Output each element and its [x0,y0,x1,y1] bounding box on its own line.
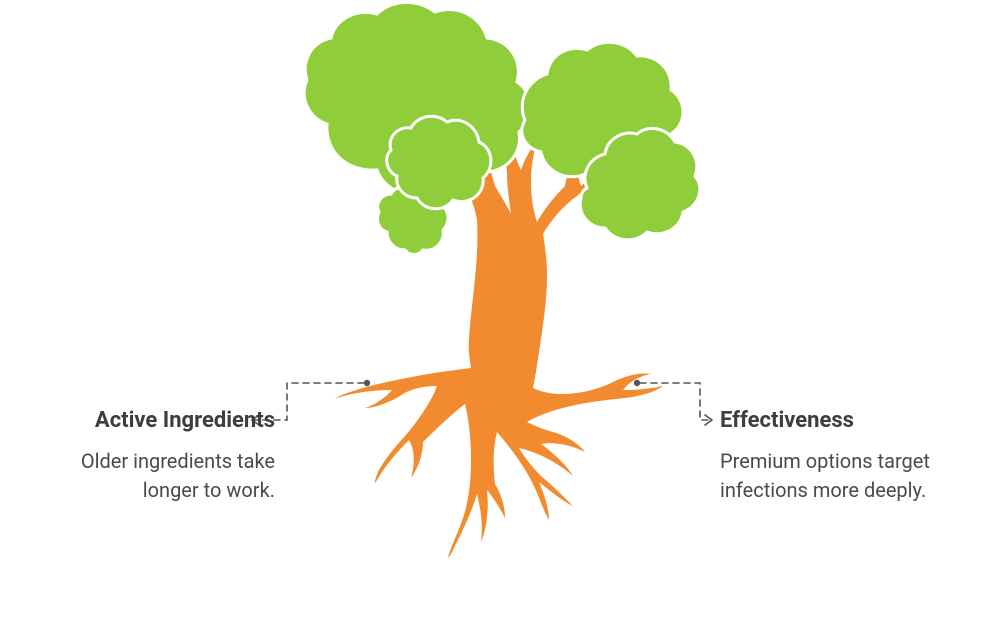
infographic-canvas: Active Ingredients Older ingredients tak… [0,0,994,629]
callout-right-title: Effectiveness [720,408,940,433]
callout-right-body: Premium options target infections more d… [720,447,940,505]
callout-left: Active Ingredients Older ingredients tak… [55,408,275,505]
callout-left-body: Older ingredients take longer to work. [55,447,275,505]
callout-left-title: Active Ingredients [55,408,275,433]
callout-right: Effectiveness Premium options target inf… [720,408,940,505]
tree-illustration [257,0,737,600]
